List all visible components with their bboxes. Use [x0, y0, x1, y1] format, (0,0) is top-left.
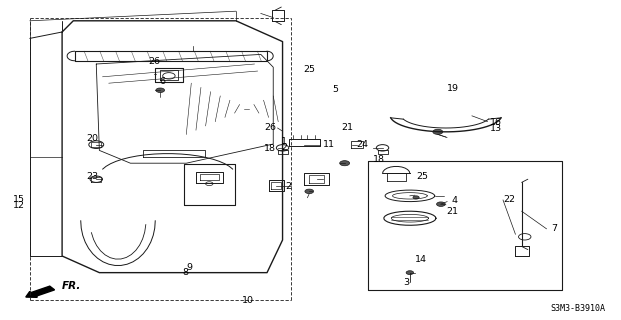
Circle shape — [340, 161, 350, 166]
Text: 2: 2 — [281, 143, 288, 152]
Text: 9: 9 — [186, 263, 193, 272]
Text: 16: 16 — [489, 118, 502, 127]
Text: S3M3-B3910A: S3M3-B3910A — [550, 304, 605, 313]
Text: 25: 25 — [416, 172, 428, 181]
Text: 26: 26 — [264, 124, 276, 132]
Text: 5: 5 — [332, 85, 338, 94]
Text: 26: 26 — [148, 57, 160, 66]
Text: 19: 19 — [447, 84, 460, 93]
Text: 13: 13 — [489, 124, 502, 133]
Text: 21: 21 — [446, 207, 458, 216]
Text: 14: 14 — [415, 255, 427, 264]
Text: 25: 25 — [303, 65, 315, 74]
Circle shape — [156, 88, 165, 92]
Text: 24: 24 — [356, 140, 368, 149]
Text: 8: 8 — [182, 268, 188, 277]
Text: 4: 4 — [451, 196, 458, 205]
Text: 10: 10 — [242, 296, 255, 305]
Text: 11: 11 — [323, 140, 335, 149]
Text: 18: 18 — [263, 144, 276, 153]
Text: 7: 7 — [551, 224, 557, 233]
Circle shape — [305, 189, 314, 194]
Circle shape — [413, 196, 419, 199]
Text: 18: 18 — [373, 155, 385, 164]
FancyArrow shape — [26, 286, 55, 297]
Circle shape — [437, 202, 445, 206]
Text: 6: 6 — [160, 77, 166, 86]
Text: 15: 15 — [12, 195, 25, 204]
Circle shape — [433, 129, 443, 134]
Text: 2: 2 — [286, 182, 292, 191]
Text: 1: 1 — [281, 137, 288, 146]
Text: 20: 20 — [86, 134, 98, 143]
Text: 12: 12 — [12, 201, 25, 210]
Text: 21: 21 — [342, 123, 354, 132]
Circle shape — [406, 271, 414, 275]
Text: 3: 3 — [404, 278, 410, 287]
Text: 23: 23 — [86, 172, 98, 181]
Text: 22: 22 — [503, 195, 515, 204]
Text: FR.: FR. — [62, 281, 81, 291]
